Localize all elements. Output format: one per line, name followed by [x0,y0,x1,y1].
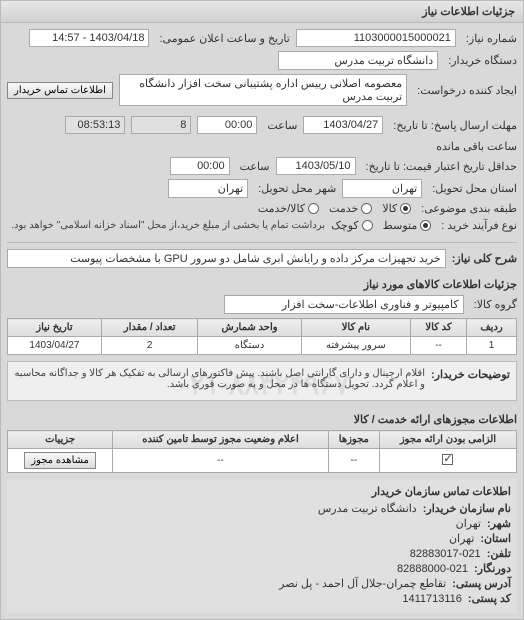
reply-hour-label: ساعت [263,119,297,132]
goods-group-field: کامپیوتر و فناوری اطلاعات-سخت افزار [224,295,464,314]
valid-date-field: 1403/05/10 [276,157,356,175]
permits-table: الزامی بودن ارائه مجوز مجوزها اعلام وضعی… [7,430,517,473]
contact-fax-label: دورنگار: [474,562,511,575]
packaging-radio-0[interactable] [400,203,411,214]
req-no-label: شماره نیاز: [462,32,517,45]
valid-hour-label: ساعت [236,160,270,173]
goods-section-title: جزئیات اطلاعات کالاهای مورد نیاز [7,278,517,291]
valid-hour-field: 00:00 [170,157,230,175]
contact-addr-label: آدرس پستی: [452,577,511,590]
goods-col-0: ردیف [467,319,517,337]
pub-date-field: 1403/04/18 - 14:57 [29,29,149,47]
panel-title: جزئیات اطلاعات نیاز [1,1,523,23]
packaging-option-1: خدمت [329,202,358,215]
process-note: برداشت تمام یا بخشی از مبلغ خرید،از محل … [11,220,325,231]
goods-group-label: گروه کالا: [470,298,517,311]
buyer-org-label: دستگاه خریدار: [444,54,517,67]
contact-postal-label: کد پستی: [468,592,511,605]
contact-block: اطلاعات تماس سازمان خریدار نام سازمان خر… [7,479,517,613]
process-radio-1[interactable] [362,220,373,231]
permits-section-title: اطلاعات مجوزهای ارائه خدمت / کالا [7,413,517,426]
remain-time-field: 08:53:13 [65,116,125,134]
process-radio-group: متوسط کوچک [331,219,431,232]
packaging-radio-group: کالا خدمت کالا/خدمت [258,202,411,215]
contact-org: دانشگاه تربیت مدرس [318,502,417,515]
process-option-0: متوسط [383,219,418,232]
buyer-notes-label: توضیحات خریدار: [431,368,510,381]
goods-cell-2: سرور پیشرفته [301,337,410,355]
contact-section-title: اطلاعات تماس سازمان خریدار [13,485,511,498]
main-panel: جزئیات اطلاعات نیاز شماره نیاز: 11030000… [0,0,524,620]
table-row: -- -- مشاهده مجوز [8,449,517,473]
contact-city: تهران [456,517,481,530]
permit-status-cell: -- [113,449,329,473]
contact-org-label: نام سازمان خریدار: [423,502,511,515]
view-permit-button[interactable]: مشاهده مجوز [24,452,96,469]
contact-postal: 1411713116 [402,593,462,605]
contact-phone-label: تلفن: [487,547,511,560]
goods-cell-0: 1 [467,337,517,355]
permits-col-2: اعلام وضعیت مجوز توسط تامین کننده [113,431,329,449]
need-title-field: خرید تجهیزات مرکز داده و رایانش ابری شام… [7,249,446,268]
contact-city-label: شهر: [487,517,511,530]
packaging-radio-1[interactable] [361,203,372,214]
goods-col-1: کد کالا [410,319,466,337]
requester-field: معصومه اصلانی رییس اداره پشتیبانی سخت اف… [119,74,407,106]
permits-col-1: مجوزها [328,431,379,449]
contact-addr: تقاطع چمران-جلال آل احمد - پل نصر [279,577,446,590]
process-label: نوع فرآیند خرید : [437,219,517,232]
delivery-province-label: استان محل تحویل: [428,182,517,195]
contact-province-label: استان: [480,532,511,545]
goods-cell-5: 1403/04/27 [8,337,102,355]
packaging-radio-2[interactable] [308,203,319,214]
need-title-label: شرح کلی نیاز: [452,252,517,265]
permits-col-3: جزییات [8,431,113,449]
pub-date-label: تاریخ و ساعت اعلان عمومی: [155,32,289,45]
goods-cell-4: 2 [101,337,197,355]
remain-label: ساعت باقی مانده [432,140,517,153]
reply-hour-field: 00:00 [197,116,257,134]
permit-required-checkbox[interactable] [442,454,453,465]
process-radio-0[interactable] [420,220,431,231]
contact-phone: 82883017-021 [410,548,481,560]
contact-province: تهران [449,532,474,545]
buyer-notes-text: اقلام ارجینال و دارای گارانتی اصل باشند.… [14,368,425,390]
delivery-city-label: شهر محل تحویل: [254,182,336,195]
goods-cell-3: دستگاه [198,337,301,355]
packaging-option-0: کالا [382,202,397,215]
delivery-city-field: تهران [168,179,248,198]
goods-col-2: نام کالا [301,319,410,337]
goods-cell-1: -- [410,337,466,355]
packaging-option-2: کالا/خدمت [258,202,305,215]
req-no-field: 1103000015000021 [296,29,456,47]
packaging-label: طبقه بندی موضوعی: [417,202,517,215]
valid-min-label: حداقل تاریخ اعتبار قیمت: تا تاریخ: [362,160,517,173]
remain-days-field: 8 [131,116,191,134]
goods-col-4: تعداد / مقدار [101,319,197,337]
goods-table: ردیف کد کالا نام کالا واحد شمارش تعداد /… [7,318,517,355]
contact-fax: 82888000-021 [397,563,468,575]
goods-col-5: تاریخ نیاز [8,319,102,337]
goods-col-3: واحد شمارش [198,319,301,337]
requester-label: ایجاد کننده درخواست: [413,84,517,97]
reply-date-field: 1403/04/27 [303,116,383,134]
delivery-province-field: تهران [342,179,422,198]
contact-buyer-button[interactable]: اطلاعات تماس خریدار [7,82,113,99]
permit-name-cell: -- [328,449,379,473]
buyer-org-field: دانشگاه تربیت مدرس [278,51,438,70]
process-option-1: کوچک [331,219,359,232]
table-row: 1 -- سرور پیشرفته دستگاه 2 1403/04/27 [8,337,517,355]
permits-col-0: الزامی بودن ارائه مجوز [379,431,516,449]
reply-deadline-label: مهلت ارسال پاسخ: تا تاریخ: [389,119,517,132]
